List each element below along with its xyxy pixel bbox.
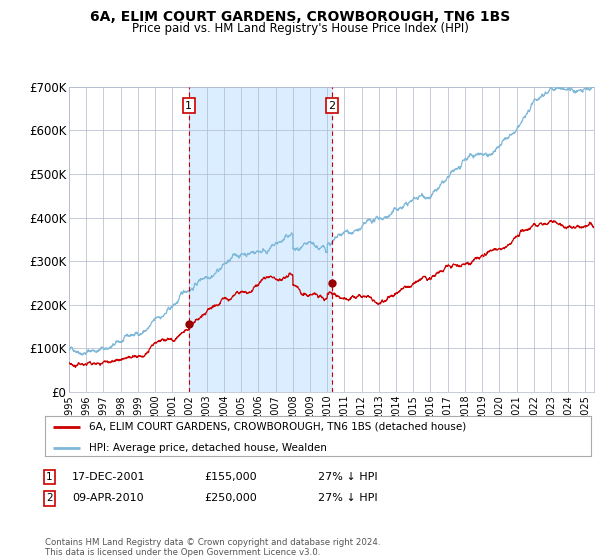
Text: 17-DEC-2001: 17-DEC-2001 bbox=[72, 472, 146, 482]
Bar bbox=[189, 87, 332, 392]
Text: Price paid vs. HM Land Registry's House Price Index (HPI): Price paid vs. HM Land Registry's House … bbox=[131, 22, 469, 35]
Text: £155,000: £155,000 bbox=[204, 472, 257, 482]
Text: 1: 1 bbox=[185, 101, 193, 110]
Text: 2: 2 bbox=[46, 493, 53, 503]
Text: 09-APR-2010: 09-APR-2010 bbox=[72, 493, 143, 503]
Text: £250,000: £250,000 bbox=[204, 493, 257, 503]
Text: 27% ↓ HPI: 27% ↓ HPI bbox=[318, 493, 377, 503]
Text: 27% ↓ HPI: 27% ↓ HPI bbox=[318, 472, 377, 482]
Text: 1: 1 bbox=[46, 472, 53, 482]
Text: Contains HM Land Registry data © Crown copyright and database right 2024.
This d: Contains HM Land Registry data © Crown c… bbox=[45, 538, 380, 557]
Text: 6A, ELIM COURT GARDENS, CROWBOROUGH, TN6 1BS: 6A, ELIM COURT GARDENS, CROWBOROUGH, TN6… bbox=[90, 10, 510, 24]
Text: HPI: Average price, detached house, Wealden: HPI: Average price, detached house, Weal… bbox=[89, 442, 326, 452]
Text: 2: 2 bbox=[328, 101, 335, 110]
Text: 6A, ELIM COURT GARDENS, CROWBOROUGH, TN6 1BS (detached house): 6A, ELIM COURT GARDENS, CROWBOROUGH, TN6… bbox=[89, 422, 466, 432]
